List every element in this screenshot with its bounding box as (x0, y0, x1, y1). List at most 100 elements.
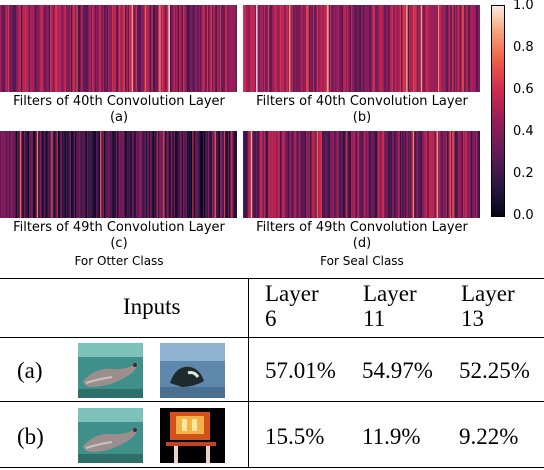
filter-stripe (410, 5, 412, 92)
filter-stripe (416, 131, 419, 218)
filter-stripe (122, 5, 125, 92)
table-column-rule (248, 278, 249, 467)
filter-stripe (81, 5, 84, 92)
filter-stripe (227, 5, 230, 92)
filter-stripe (140, 131, 143, 218)
filter-stripe (452, 131, 455, 218)
filter-stripe (171, 5, 173, 92)
filter-stripe (325, 5, 328, 92)
filter-stripe (469, 5, 472, 92)
filter-stripe (302, 131, 304, 218)
filter-stripe (208, 5, 210, 92)
filter-stripe (319, 131, 322, 218)
colorbar-segment (491, 49, 505, 52)
filter-stripe (331, 5, 333, 92)
colorbar-segment (491, 127, 505, 130)
filter-stripe (92, 5, 94, 92)
filter-stripe (353, 5, 356, 92)
filter-stripe (381, 131, 383, 218)
filter-stripe (117, 131, 119, 218)
filter-stripe (86, 131, 89, 218)
filter-stripe (115, 131, 118, 218)
filter-stripe (206, 5, 209, 92)
filter-stripe (154, 131, 156, 218)
filter-stripe (155, 5, 158, 92)
filter-stripe (465, 5, 468, 92)
filter-stripe (119, 131, 122, 218)
filter-stripe (26, 5, 29, 92)
filter-stripe (185, 5, 188, 92)
filter-stripe (345, 131, 348, 218)
filter-stripe (80, 5, 83, 92)
filter-stripe (139, 5, 142, 92)
filter-stripe (436, 131, 439, 218)
filter-stripe (60, 5, 63, 92)
filter-stripe (337, 5, 340, 92)
filter-stripe (188, 5, 190, 92)
filter-stripe (114, 5, 117, 92)
filter-stripe (389, 131, 391, 218)
filter-stripe (381, 5, 383, 92)
filter-stripe (159, 131, 162, 218)
filter-stripe (55, 131, 58, 218)
filter-stripe (5, 5, 7, 92)
filter-stripe (43, 5, 46, 92)
filter-stripe (308, 5, 311, 92)
filter-stripe (113, 5, 115, 92)
filter-stripe (325, 131, 328, 218)
filter-stripe (282, 131, 285, 218)
filter-stripe (36, 131, 39, 218)
filter-stripe (387, 5, 390, 92)
colorbar-segment (491, 165, 505, 168)
filter-stripe (94, 131, 97, 218)
filter-stripe (265, 131, 268, 218)
filter-stripe (410, 131, 412, 218)
filter-stripe (201, 5, 204, 92)
filter-stripe (172, 131, 175, 218)
filter-stripe (432, 5, 435, 92)
filter-stripe (210, 131, 213, 218)
colorbar-segment (491, 101, 505, 104)
filter-stripe (204, 5, 206, 92)
filter-stripe (468, 131, 470, 218)
filter-stripe (28, 131, 31, 218)
filter-stripe (152, 131, 155, 218)
filter-stripe (356, 5, 358, 92)
filter-stripe (315, 5, 318, 92)
filter-stripe (311, 131, 314, 218)
filter-stripe (110, 131, 113, 218)
filter-stripe (205, 131, 208, 218)
colorbar-segment (491, 203, 505, 206)
filter-stripe (299, 5, 302, 92)
filter-stripe (180, 131, 183, 218)
filter-stripe (89, 5, 92, 92)
filter-stripe (131, 131, 134, 218)
filter-stripe (90, 5, 93, 92)
filter-stripe (200, 131, 202, 218)
filter-stripe (415, 5, 418, 92)
filter-stripe (61, 131, 64, 218)
filter-stripe (391, 5, 394, 92)
filter-stripe (48, 5, 51, 92)
filter-stripe (466, 5, 469, 92)
filter-stripe (218, 131, 221, 218)
filter-stripe (81, 131, 84, 218)
filter-stripe (445, 131, 448, 218)
filter-stripe (181, 131, 184, 218)
filter-stripe (9, 131, 11, 218)
filter-stripe (96, 5, 98, 92)
filter-stripe (176, 5, 179, 92)
row-a-layer-6: 57.01% (265, 358, 336, 383)
row-a-layer-11: 54.97% (362, 358, 433, 383)
filter-stripe (356, 131, 358, 218)
filter-stripe (72, 5, 75, 92)
filter-stripe (249, 5, 252, 92)
filter-stripe (394, 5, 397, 92)
filter-stripe (462, 131, 465, 218)
filter-stripe (51, 5, 54, 92)
filter-stripe (127, 5, 130, 92)
panel-d-class-label: For Seal Class (320, 254, 404, 268)
filter-stripe (341, 5, 344, 92)
filter-stripe (361, 5, 364, 92)
filter-stripe (6, 5, 9, 92)
